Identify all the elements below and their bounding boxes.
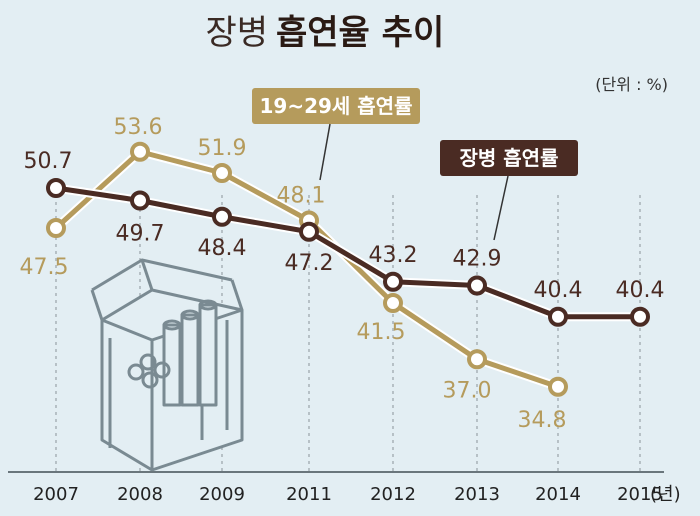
soldier-data-label: 42.9 [453, 247, 502, 272]
cigarette-pack-icon [90, 258, 244, 472]
soldier-point [383, 271, 403, 292]
young-point [46, 218, 66, 238]
x-axis-ticks: 2007 2008 2009 2011 2012 2013 2014 2015 [33, 484, 663, 505]
soldier-series-line [55, 185, 640, 320]
x-tick-label: 2013 [454, 484, 500, 505]
soldier-data-label: 40.4 [534, 278, 583, 303]
young-data-label: 37.0 [443, 378, 492, 403]
soldier-data-label: 50.7 [24, 149, 73, 174]
soldier-point [630, 306, 650, 327]
soldier-data-label: 40.4 [616, 278, 665, 303]
young-data-label: 53.6 [114, 115, 163, 140]
soldier-point [299, 221, 319, 242]
series-layer [46, 141, 650, 397]
soldier-point [467, 275, 487, 296]
young-point [130, 141, 150, 162]
young-point [212, 163, 232, 183]
legend-soldier-box [440, 140, 578, 176]
x-tick-label: 2015 [617, 484, 663, 505]
chart-title-bold: 흡연율 추이 [276, 13, 444, 53]
chart-title-light: 장병 [205, 13, 268, 53]
soldier-data-label: 47.2 [285, 251, 334, 276]
x-tick-label: 2007 [33, 484, 79, 505]
young-point [383, 293, 403, 313]
young-data-label: 41.5 [357, 320, 406, 345]
young-point [548, 376, 568, 397]
legend-young-label: 19~29세 흡연률 [260, 94, 413, 118]
legend-young: 19~29세 흡연률 [252, 88, 420, 181]
young-data-label: 34.8 [518, 408, 567, 433]
x-tick-label: 2014 [535, 484, 581, 505]
x-tick-label: 2012 [370, 484, 416, 505]
young-data-label: 47.5 [20, 255, 69, 280]
soldier-point [46, 178, 66, 198]
legend-soldier: 장병 흡연률 [440, 140, 578, 241]
legend-young-box [252, 88, 420, 124]
soldier-data-label: 48.4 [198, 236, 247, 261]
unit-label: (단위 : %) [595, 75, 668, 94]
young-data-label: 51.9 [198, 136, 247, 161]
soldier-data-label: 49.7 [116, 222, 165, 247]
data-labels: 50.7 49.7 48.4 47.2 43.2 42.9 40.4 40.4 47.5 53.6… [20, 115, 665, 433]
soldier-point [212, 206, 232, 227]
x-tick-label: 2011 [286, 484, 332, 505]
legend-soldier-label: 장병 흡연률 [460, 146, 559, 170]
young-data-label: 48.1 [277, 184, 326, 209]
x-tick-label: 2009 [199, 484, 245, 505]
x-tick-label: 2008 [117, 484, 163, 505]
x-axis-unit: (년) [650, 484, 681, 505]
soldier-point [548, 306, 568, 327]
young-point [467, 349, 487, 370]
soldier-data-label: 43.2 [369, 243, 418, 268]
soldier-point [130, 190, 150, 211]
